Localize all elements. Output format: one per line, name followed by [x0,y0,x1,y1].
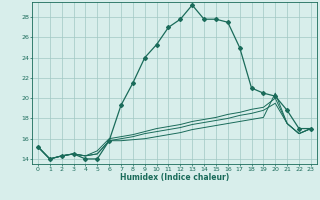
X-axis label: Humidex (Indice chaleur): Humidex (Indice chaleur) [120,173,229,182]
